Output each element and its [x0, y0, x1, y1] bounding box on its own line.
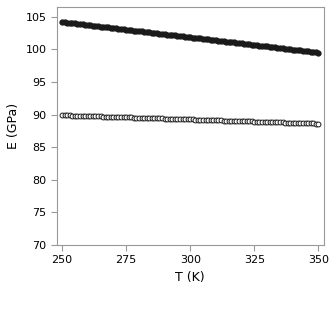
cp-Ti [60, 20, 64, 24]
X-axis label: T (K): T (K) [175, 271, 205, 284]
Ti-15Mo#1 [178, 117, 182, 121]
cp-Ti [178, 34, 182, 38]
cp-Ti [252, 43, 256, 47]
Ti-15Mo#1 [60, 113, 64, 117]
Ti-15Mo#1 [78, 114, 82, 118]
Ti-15Mo#1 [317, 122, 321, 126]
Ti-15Mo#1 [124, 116, 128, 119]
cp-Ti [124, 28, 128, 31]
cp-Ti [317, 51, 321, 54]
Line: cp-Ti: cp-Ti [59, 19, 321, 55]
Ti-15Mo#1 [240, 119, 244, 123]
Y-axis label: E (GPa): E (GPa) [7, 103, 20, 149]
Line: Ti-15Mo#1: Ti-15Mo#1 [59, 113, 321, 126]
cp-Ti [214, 38, 218, 42]
Ti-15Mo#1 [214, 118, 218, 122]
cp-Ti [78, 22, 82, 26]
Ti-15Mo#1 [252, 120, 256, 123]
cp-Ti [240, 41, 244, 45]
